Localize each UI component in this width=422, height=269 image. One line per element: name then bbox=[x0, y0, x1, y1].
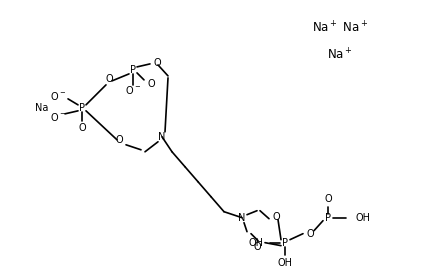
Text: O: O bbox=[78, 123, 86, 133]
Text: O: O bbox=[153, 58, 161, 68]
Text: P: P bbox=[130, 65, 136, 75]
Text: O$^-$: O$^-$ bbox=[50, 90, 66, 102]
Text: OH: OH bbox=[356, 213, 371, 223]
Text: Na$^+$ Na$^+$: Na$^+$ Na$^+$ bbox=[312, 20, 368, 36]
Text: O$^-$: O$^-$ bbox=[125, 84, 141, 96]
Text: O: O bbox=[324, 194, 332, 204]
Text: O: O bbox=[105, 74, 113, 84]
Text: O: O bbox=[147, 79, 155, 89]
Text: P: P bbox=[79, 103, 85, 113]
Text: P: P bbox=[282, 238, 288, 248]
Text: P: P bbox=[325, 213, 331, 223]
Text: O$^-$: O$^-$ bbox=[50, 111, 66, 123]
Text: O: O bbox=[253, 242, 261, 252]
Text: Na: Na bbox=[35, 103, 49, 113]
Text: OH: OH bbox=[249, 238, 264, 248]
Text: N: N bbox=[238, 213, 246, 223]
Text: OH: OH bbox=[278, 258, 292, 268]
Text: O: O bbox=[115, 135, 123, 145]
Text: N: N bbox=[158, 132, 166, 142]
Text: O: O bbox=[272, 212, 280, 222]
Text: Na$^+$: Na$^+$ bbox=[327, 47, 353, 63]
Text: O: O bbox=[306, 229, 314, 239]
